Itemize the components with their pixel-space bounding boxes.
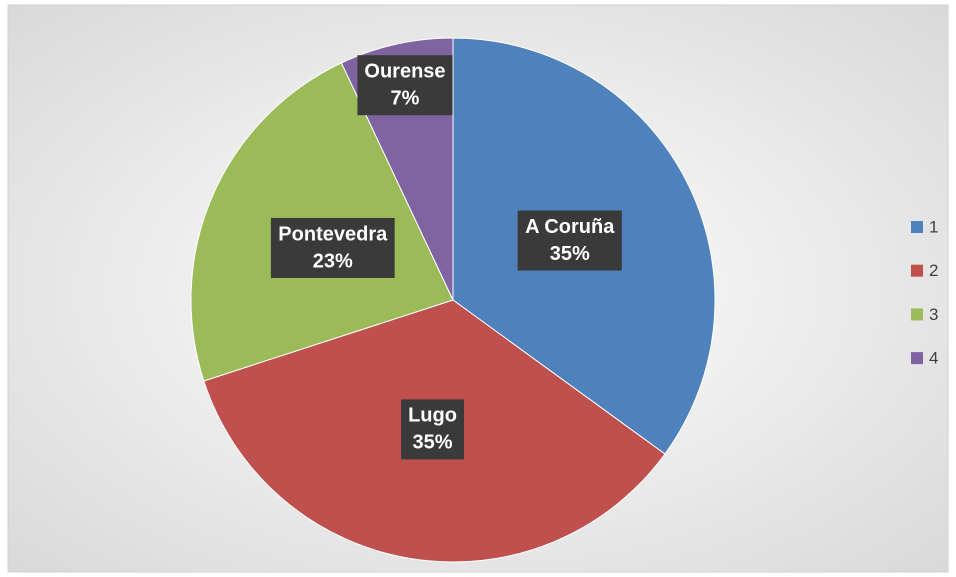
data-label-box xyxy=(357,55,453,116)
data-label-box xyxy=(270,217,395,278)
legend-label: 3 xyxy=(929,305,938,324)
data-label-value: 7% xyxy=(391,88,420,110)
legend-label: 1 xyxy=(929,217,938,236)
data-label-name: Ourense xyxy=(364,61,445,83)
data-label-box xyxy=(401,399,464,460)
data-label: A Coruña 35% xyxy=(517,210,622,271)
legend-swatch xyxy=(911,308,923,321)
data-label-name: Pontevedra xyxy=(278,223,388,245)
data-label: Ourense 7% xyxy=(357,55,453,116)
data-label-value: 35% xyxy=(412,432,452,454)
legend-label: 4 xyxy=(929,349,938,368)
data-label-value: 23% xyxy=(313,250,353,272)
data-label-value: 35% xyxy=(550,243,590,265)
data-label: Pontevedra 23% xyxy=(270,217,395,278)
legend-swatch xyxy=(911,221,923,233)
legend-swatch xyxy=(911,264,923,277)
data-label: Lugo 35% xyxy=(401,399,464,460)
data-label-name: A Coruña xyxy=(525,216,615,238)
legend-swatch xyxy=(911,352,923,365)
data-label-name: Lugo xyxy=(408,405,457,427)
data-label-box xyxy=(517,210,622,271)
legend-label: 2 xyxy=(929,261,938,280)
